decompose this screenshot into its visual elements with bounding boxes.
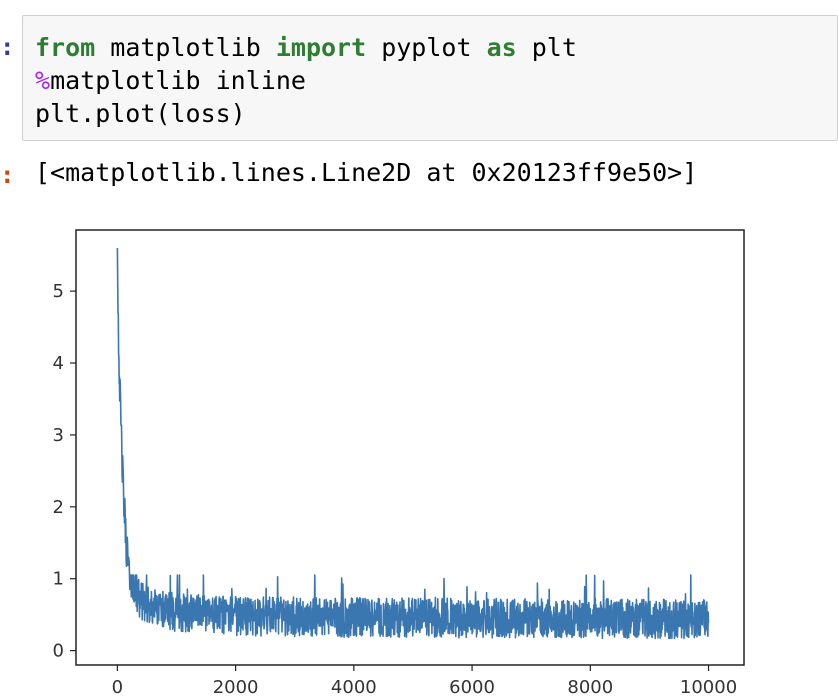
code-text: pyplot <box>366 33 487 62</box>
y-tick-label: 2 <box>53 497 64 518</box>
code-input-cell[interactable]: from matplotlib import pyplot as plt %ma… <box>22 15 838 141</box>
input-prompt: : <box>0 33 15 61</box>
code-text: plt.plot(loss) <box>35 99 246 128</box>
y-tick-label: 3 <box>53 425 64 446</box>
code-line-2: %matplotlib inline <box>35 64 837 97</box>
y-tick-label: 0 <box>53 641 64 662</box>
output-prompt: : <box>0 161 15 189</box>
code-text: matplotlib <box>95 33 276 62</box>
keyword-from: from <box>35 33 96 62</box>
x-tick-label: 6000 <box>449 677 495 696</box>
magic-percent: % <box>35 66 51 95</box>
x-tick-label: 10000 <box>680 677 737 696</box>
code-text: plt <box>516 33 577 62</box>
y-tick-label: 4 <box>53 353 64 374</box>
x-tick-label: 8000 <box>567 677 613 696</box>
output-text: [<matplotlib.lines.Line2D at 0x20123ff9e… <box>35 158 698 187</box>
loss-series-line <box>116 247 710 640</box>
y-tick-label: 1 <box>53 569 64 590</box>
code-line-1: from matplotlib import pyplot as plt <box>35 31 837 64</box>
code-text: matplotlib inline <box>50 66 306 95</box>
loss-line-chart: 0 2000 4000 6000 8000 10000 0 1 2 3 4 5 <box>53 229 745 696</box>
code-line-3: plt.plot(loss) <box>35 97 837 130</box>
x-tick-label: 4000 <box>331 677 377 696</box>
keyword-as: as <box>486 33 517 62</box>
y-tick-label: 5 <box>53 281 64 302</box>
x-tick-label: 2000 <box>213 677 259 696</box>
keyword-import: import <box>275 33 367 62</box>
x-tick-label: 0 <box>112 677 123 696</box>
